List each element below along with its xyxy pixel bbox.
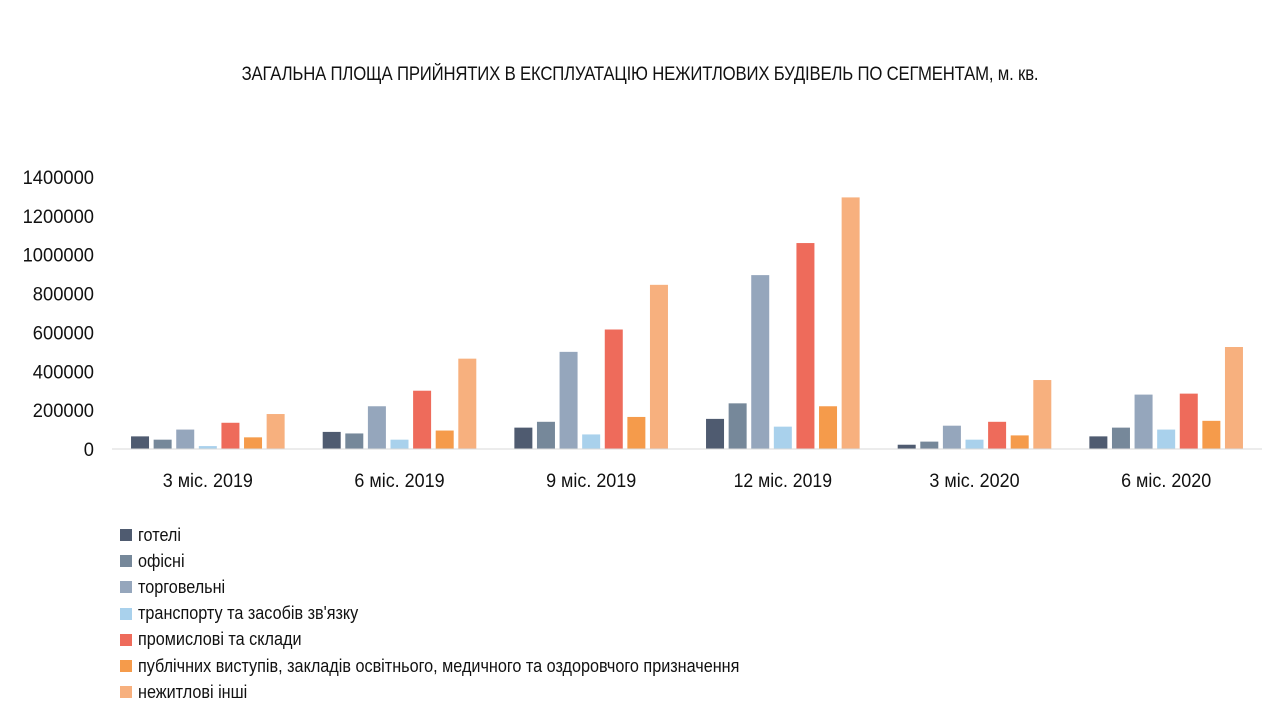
chart-title: ЗАГАЛЬНА ПЛОЩА ПРИЙНЯТИХ В ЕКСПЛУАТАЦІЮ … <box>241 64 1039 85</box>
legend-label: готелі <box>138 524 181 545</box>
bar <box>413 390 432 449</box>
legend-item: торговельні <box>120 574 806 600</box>
bar <box>751 275 770 449</box>
bar <box>841 197 860 449</box>
legend-item: готелі <box>120 522 806 548</box>
bar <box>390 439 409 449</box>
legend-item: промислові та склади <box>120 627 806 653</box>
legend-label: публічних виступів, закладів освітнього,… <box>138 655 740 676</box>
bar <box>559 351 578 449</box>
y-tick-label: 200000 <box>33 401 94 422</box>
legend-swatch <box>120 607 132 620</box>
bar <box>897 444 916 449</box>
legend-item: нежитлові інші <box>120 679 806 705</box>
legend-swatch <box>120 660 132 673</box>
bar <box>1111 427 1130 449</box>
legend-label: торговельні <box>138 576 226 597</box>
bar <box>536 421 555 449</box>
bar <box>1134 394 1153 449</box>
bar <box>266 414 285 449</box>
x-tick-label: 6 міс. 2019 <box>354 471 444 492</box>
legend-label: офісні <box>138 550 185 571</box>
bar <box>458 358 477 449</box>
y-axis-ticks: 0 200000 400000 600000 800000 1000000 1200000 1… <box>23 168 94 461</box>
bar <box>131 436 150 449</box>
legend-swatch <box>120 555 132 568</box>
legend-swatch <box>120 529 132 542</box>
y-tick-label: 1200000 <box>23 207 94 228</box>
legend-item: офісні <box>120 548 806 574</box>
bar <box>1179 393 1198 449</box>
bar <box>514 427 533 449</box>
bar <box>1010 435 1029 449</box>
bar <box>176 429 195 449</box>
bar <box>1157 429 1176 449</box>
bar <box>988 421 1007 449</box>
bar <box>322 431 341 449</box>
legend-item: транспорту та засобів зв'язку <box>120 601 806 627</box>
bar <box>604 329 623 449</box>
legend-label: нежитлові інші <box>138 681 248 702</box>
y-tick-label: 600000 <box>33 323 94 344</box>
bar <box>153 439 172 449</box>
bar <box>773 426 792 449</box>
bar <box>244 437 263 449</box>
bar <box>920 441 939 449</box>
x-tick-label: 9 міс. 2019 <box>546 471 636 492</box>
x-tick-label: 12 міс. 2019 <box>734 471 832 492</box>
bar <box>649 284 668 449</box>
y-tick-label: 400000 <box>33 362 94 383</box>
bar <box>1089 436 1108 449</box>
legend-swatch <box>120 686 132 699</box>
bar <box>1033 380 1052 449</box>
bar <box>198 446 217 449</box>
bar <box>1202 420 1221 449</box>
legend-label: промислові та склади <box>138 629 302 650</box>
bar <box>728 403 747 449</box>
bar <box>965 439 984 449</box>
legend-item: публічних виступів, закладів освітнього,… <box>120 653 806 679</box>
legend-swatch <box>120 581 132 594</box>
bar <box>627 416 646 449</box>
x-tick-label: 3 міс. 2020 <box>929 471 1019 492</box>
y-tick-label: 800000 <box>33 285 94 306</box>
legend-swatch <box>120 633 132 646</box>
y-tick-label: 0 <box>84 440 94 461</box>
x-axis-labels: 3 міс. 2019 6 міс. 2019 9 міс. 2019 12 міс.… <box>163 471 1212 492</box>
y-tick-label: 1400000 <box>23 168 94 189</box>
bar <box>435 430 454 449</box>
bar <box>345 433 364 449</box>
bar <box>582 434 601 449</box>
x-tick-label: 3 міс. 2019 <box>163 471 253 492</box>
x-tick-label: 6 міс. 2020 <box>1121 471 1211 492</box>
bar <box>706 418 725 449</box>
bar <box>796 243 815 449</box>
bar <box>1224 347 1243 449</box>
legend: готелі офісні торговельні транспорту та зас… <box>120 522 806 705</box>
bar <box>367 406 386 449</box>
bars <box>131 197 1243 449</box>
y-tick-label: 1000000 <box>23 246 94 267</box>
legend-label: транспорту та засобів зв'язку <box>138 603 359 624</box>
bar-chart: 0 200000 400000 600000 800000 1000000 1200000 1… <box>23 168 1262 492</box>
bar <box>221 422 240 449</box>
bar <box>819 406 838 449</box>
bar <box>942 425 961 449</box>
